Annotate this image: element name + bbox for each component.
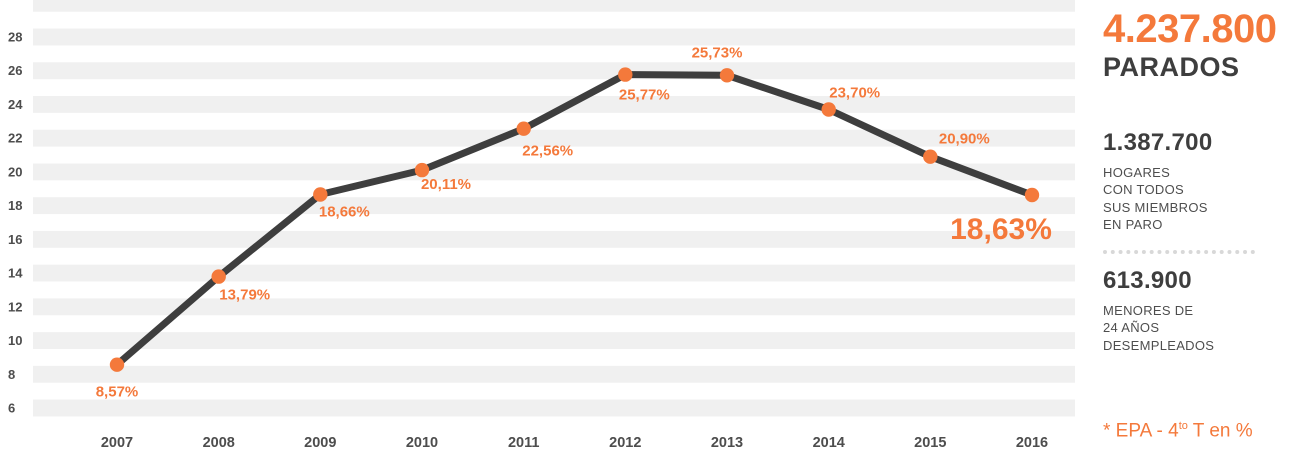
footnote-superscript: to (1178, 419, 1188, 432)
grid-band (33, 264, 1075, 282)
data-point (1024, 187, 1040, 203)
y-axis-tick-label: 8 (8, 367, 15, 382)
point-value-label: 13,79% (219, 287, 270, 304)
data-point (516, 121, 531, 136)
stat-youth-value: 613.900 (1103, 267, 1192, 295)
stat-households-label: HOGARES CON TODOS SUS MIEMBROS EN PARO (1103, 165, 1208, 232)
unemployment-chart: 28 26 24 22 20 18 16 14 12 10 8 6 8,57% 13,79% 18,66% 2… (8, 0, 1075, 451)
stat-youth: 613.900 MENORES DE 24 AÑOS DESEMPLEADOS (1103, 267, 1282, 354)
y-axis-tick-label: 6 (8, 401, 15, 416)
footnote-suffix: T en % (1187, 420, 1253, 441)
grid-band (33, 62, 1075, 80)
grid-band (33, 365, 1075, 383)
grid-band (33, 96, 1075, 113)
grid-band (33, 197, 1075, 215)
y-axis-tick-label: 14 (8, 266, 23, 281)
dotted-divider (1103, 250, 1255, 255)
grid-band (33, 28, 1075, 46)
grid-band (33, 230, 1075, 248)
y-axis-tick-label: 10 (8, 333, 22, 348)
x-axis-year-label: 2016 (1016, 435, 1048, 451)
data-point (313, 187, 328, 202)
y-axis-tick-label: 20 (8, 164, 22, 179)
x-axis-year-label: 2014 (813, 435, 845, 451)
point-value-label: 23,70% (829, 85, 880, 102)
footnote: * EPA - 4to T en % (1103, 420, 1282, 446)
stat-households-value: 1.387.700 (1103, 129, 1213, 156)
grid-band (33, 399, 1075, 417)
grid-band (33, 332, 1075, 349)
y-axis-tick-label: 16 (8, 232, 22, 247)
grid-band (33, 298, 1075, 316)
data-point (211, 269, 226, 284)
point-value-label: 8,57% (96, 384, 139, 401)
point-value-label: 18,63% (950, 213, 1052, 246)
grid-band (33, 163, 1075, 181)
data-point (923, 149, 938, 164)
stat-households: 1.387.700 HOGARES CON TODOS SUS MIEMBROS… (1103, 129, 1282, 233)
x-axis-year-label: 2009 (304, 435, 336, 451)
data-point (618, 67, 633, 82)
point-value-label: 25,77% (619, 87, 670, 104)
data-point (109, 357, 125, 372)
data-point (719, 68, 735, 83)
grid-band (33, 129, 1075, 147)
total-unemployed-label: PARADOS (1103, 52, 1240, 82)
x-axis-year-label: 2015 (914, 435, 946, 451)
point-value-label: 20,11% (421, 176, 471, 193)
x-axis-year-label: 2012 (609, 435, 641, 451)
grid-band (33, 0, 1075, 12)
x-axis-year-label: 2010 (406, 435, 438, 451)
y-axis-tick-label: 26 (8, 63, 22, 78)
data-point (414, 162, 430, 178)
data-line (113, 71, 1036, 369)
point-value-label: 20,90% (939, 131, 990, 148)
stats-sidebar: 4.237.800 PARADOS 1.387.700 HOGARES CON … (1075, 0, 1290, 458)
y-axis-tick-label: 22 (8, 131, 22, 146)
unemployment-chart-svg: 28 26 24 22 20 18 16 14 12 10 8 6 8,57% 13,79% 18,66% 2… (8, 0, 1075, 451)
y-axis-tick-label: 24 (8, 97, 23, 112)
data-point (821, 102, 836, 117)
point-value-label: 25,73% (692, 44, 743, 61)
point-value-label: 22,56% (522, 143, 573, 160)
x-axis-year-label: 2008 (203, 435, 235, 451)
point-value-label: 18,66% (319, 204, 370, 221)
y-axis-tick-label: 28 (8, 30, 22, 45)
x-axis-year-label: 2013 (711, 435, 743, 451)
total-unemployed-value: 4.237.800 (1103, 7, 1277, 51)
y-axis-tick-label: 12 (8, 299, 22, 314)
y-axis-tick-label: 18 (8, 198, 22, 213)
x-axis-year-label: 2011 (508, 435, 539, 451)
footnote-prefix: * EPA - 4 (1103, 420, 1179, 441)
x-axis-year-label: 2007 (101, 435, 133, 451)
stat-youth-label: MENORES DE 24 AÑOS DESEMPLEADOS (1103, 303, 1215, 353)
